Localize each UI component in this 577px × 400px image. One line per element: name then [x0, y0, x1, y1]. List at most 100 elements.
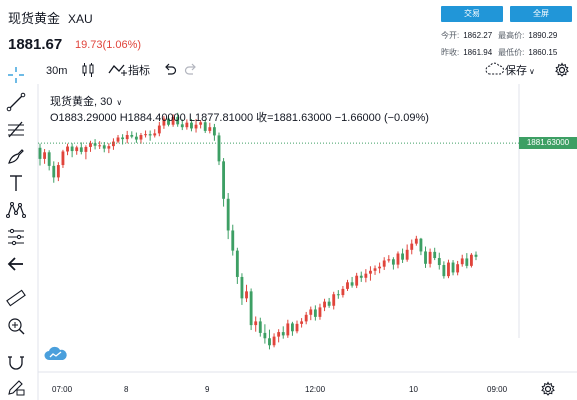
candle-body — [121, 137, 125, 140]
candle-body — [222, 161, 226, 199]
candle-body — [378, 266, 382, 269]
trade-button[interactable]: 交易 — [441, 6, 503, 22]
candle-body — [171, 116, 175, 125]
candle-body — [190, 122, 193, 129]
candle-body — [93, 143, 97, 146]
chart-legend-title: 现货黄金, 30 ∨ — [50, 93, 122, 109]
candle-body — [258, 321, 262, 333]
last-price-tag: 1881.63000 — [519, 137, 577, 150]
candle-type-button[interactable] — [80, 62, 96, 78]
pattern-icon — [6, 202, 26, 218]
zoom-tool[interactable] — [5, 315, 27, 337]
candle-body — [391, 259, 395, 265]
settings-button[interactable] — [554, 62, 570, 78]
candle-body — [235, 250, 239, 277]
candle-body — [217, 135, 221, 162]
candle-body — [75, 147, 79, 152]
candle-body — [212, 127, 216, 136]
candle-body — [290, 323, 294, 332]
candle-type-icon — [82, 63, 94, 77]
candle-body — [465, 258, 469, 266]
candle-body — [451, 262, 455, 273]
chevron-down-icon[interactable]: ∨ — [116, 98, 123, 107]
x-tick-label: 10 — [409, 385, 418, 394]
candle-body — [66, 146, 69, 152]
quote-row-1: 今开: 1862.27 最高价: 1890.29 — [441, 30, 557, 41]
candle-body — [433, 251, 437, 259]
candle-body — [286, 323, 290, 336]
crosshair-icon — [8, 67, 24, 83]
tradingview-logo[interactable] — [44, 346, 68, 362]
indicators-icon — [108, 64, 127, 76]
interval-selector[interactable]: 30m — [46, 65, 68, 77]
text-icon — [10, 175, 22, 191]
ruler-icon — [6, 289, 26, 307]
open-label: 今开: — [441, 31, 460, 40]
gear-icon — [541, 381, 555, 396]
candle-body — [382, 260, 386, 267]
redo-button[interactable] — [184, 62, 198, 78]
magnet-tool[interactable] — [5, 351, 27, 373]
candle-body — [419, 238, 423, 252]
candle-body — [355, 275, 359, 286]
candle-body — [79, 147, 83, 152]
x-tick-label: 09:00 — [487, 385, 508, 394]
candle-body — [144, 134, 147, 136]
candle-body — [428, 251, 432, 264]
brush-icon — [8, 149, 24, 164]
candle-body — [52, 165, 56, 178]
forecast-tool[interactable] — [5, 226, 27, 248]
candle-body — [43, 152, 47, 159]
save-button[interactable]: 保存 ∨ — [485, 58, 535, 84]
candle-body — [350, 282, 354, 286]
candle-body — [318, 307, 322, 317]
back-tool[interactable] — [5, 253, 27, 275]
candle-body — [359, 275, 363, 278]
pattern-tool[interactable] — [5, 199, 27, 221]
candle-body — [369, 270, 372, 274]
candle-body — [107, 146, 111, 149]
indicators-button[interactable]: 指标 — [108, 58, 150, 84]
forecast-icon — [8, 228, 24, 246]
candle-body — [112, 141, 115, 147]
undo-button[interactable] — [163, 62, 177, 78]
candle-body — [336, 294, 340, 296]
candle-body — [254, 321, 258, 326]
prev-close-value: 1861.94 — [463, 48, 493, 57]
candle-body — [180, 124, 184, 128]
candle-body — [387, 259, 391, 261]
prev-close-label: 昨收: — [441, 48, 460, 57]
pencil-lock-icon — [8, 380, 25, 396]
fullscreen-button[interactable]: 全屏 — [510, 6, 572, 22]
candle-body — [268, 338, 271, 346]
candle-body — [125, 135, 129, 140]
last-price: 1881.67 — [8, 36, 63, 53]
zoom-in-icon — [8, 318, 25, 335]
chart-settings-button[interactable] — [540, 381, 556, 397]
candle-body — [56, 165, 60, 178]
candle-body — [277, 332, 281, 337]
trend-line-tool[interactable] — [5, 91, 27, 113]
candle-body — [327, 301, 331, 306]
text-tool[interactable] — [5, 172, 27, 194]
fib-tool[interactable] — [5, 118, 27, 140]
lock-draw-tool[interactable] — [5, 376, 27, 398]
candle-body — [460, 258, 464, 265]
candle-body — [249, 291, 253, 326]
candle-body — [281, 332, 285, 336]
candle-body — [396, 253, 400, 265]
candle-body — [89, 143, 92, 147]
candle-body — [47, 152, 51, 166]
candle-body — [300, 321, 304, 324]
candle-body — [130, 135, 134, 137]
crosshair-tool[interactable] — [5, 64, 27, 86]
candle-body — [116, 137, 120, 142]
candle-body — [162, 118, 166, 126]
candle-body — [176, 116, 180, 125]
cloud-icon — [485, 62, 504, 75]
drawing-toolbar — [0, 58, 32, 400]
brush-tool[interactable] — [5, 145, 27, 167]
ruler-tool[interactable] — [5, 287, 27, 309]
magnet-icon — [8, 356, 24, 370]
